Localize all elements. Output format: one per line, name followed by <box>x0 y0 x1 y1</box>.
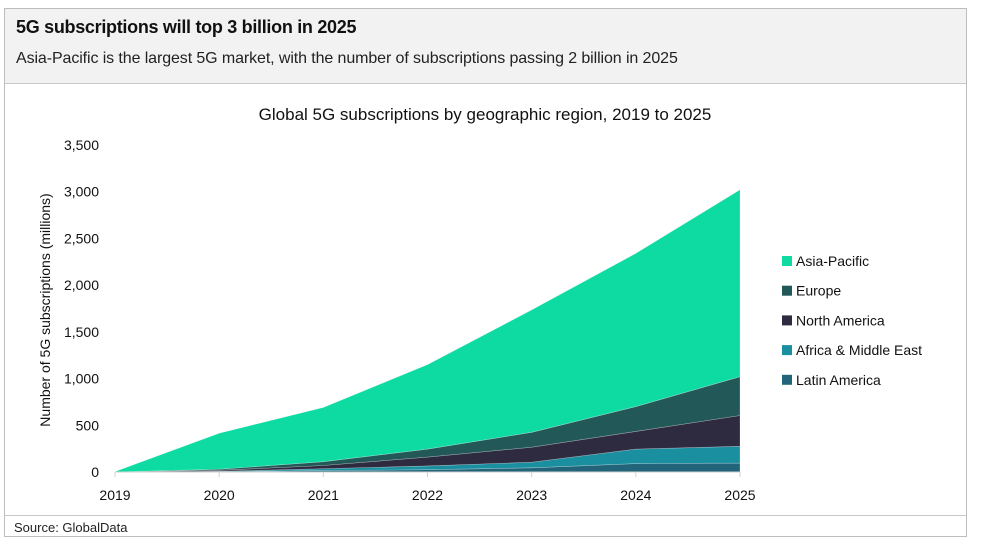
y-tick-label: 1,500 <box>64 324 99 340</box>
figure-headline: 5G subscriptions will top 3 billion in 2… <box>16 17 357 37</box>
y-axis-label: Number of 5G subscriptions (millions) <box>37 193 53 426</box>
y-tick-label: 3,500 <box>64 137 99 153</box>
legend-label: North America <box>796 312 885 328</box>
x-tick-label: 2021 <box>308 487 339 503</box>
x-tick-label: 2023 <box>516 487 547 503</box>
legend-swatch <box>782 285 792 296</box>
figure-subheadline: Asia-Pacific is the largest 5G market, w… <box>16 50 678 67</box>
legend-swatch <box>782 374 792 385</box>
y-tick-label: 1,000 <box>64 371 99 387</box>
legend-item-north-america: North America <box>782 312 885 328</box>
y-axis: 0 500 1,000 1,500 2,000 2,500 3,000 3,500 <box>64 137 99 480</box>
legend-label: Latin America <box>796 372 881 388</box>
areas-group <box>114 189 741 473</box>
x-tick-label: 2020 <box>204 487 235 503</box>
legend-label: Africa & Middle East <box>796 342 922 358</box>
y-tick-label: 2,000 <box>64 277 99 293</box>
legend-item-europe: Europe <box>782 283 841 299</box>
x-tick-label: 2025 <box>724 487 755 503</box>
legend-label: Asia-Pacific <box>796 253 869 269</box>
legend-item-asia-pacific: Asia-Pacific <box>782 253 869 269</box>
area-north-america <box>114 415 741 473</box>
legend-swatch <box>782 315 792 326</box>
chart-title: Global 5G subscriptions by geographic re… <box>259 105 712 124</box>
figure-frame <box>4 8 967 537</box>
legend-label: Europe <box>796 283 841 299</box>
header-panel: 5G subscriptions will top 3 billion in 2… <box>5 9 966 84</box>
y-tick-label: 2,500 <box>64 230 99 246</box>
x-axis: 2019 2020 2021 2022 2023 2024 2025 <box>99 471 756 503</box>
area-asia-pacific <box>114 189 741 473</box>
x-tick-label: 2024 <box>620 487 651 503</box>
y-tick-label: 500 <box>76 417 100 433</box>
y-tick-label: 0 <box>91 464 99 480</box>
source-note: Source: GlobalData <box>14 520 128 535</box>
x-tick-label: 2022 <box>412 487 443 503</box>
x-tick-label: 2019 <box>99 487 130 503</box>
legend-item-latin-america: Latin America <box>782 372 881 388</box>
footer-divider <box>5 515 966 516</box>
legend-item-africa-middle-east: Africa & Middle East <box>782 342 922 358</box>
y-tick-label: 3,000 <box>64 184 99 200</box>
legend-swatch <box>782 256 792 266</box>
legend: Asia-Pacific Europe North America Africa & … <box>782 253 922 388</box>
legend-swatch <box>782 345 792 356</box>
